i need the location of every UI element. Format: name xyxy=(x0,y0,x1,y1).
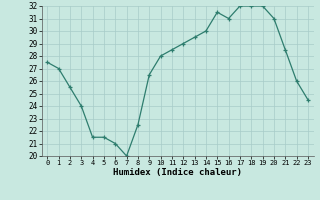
X-axis label: Humidex (Indice chaleur): Humidex (Indice chaleur) xyxy=(113,168,242,177)
